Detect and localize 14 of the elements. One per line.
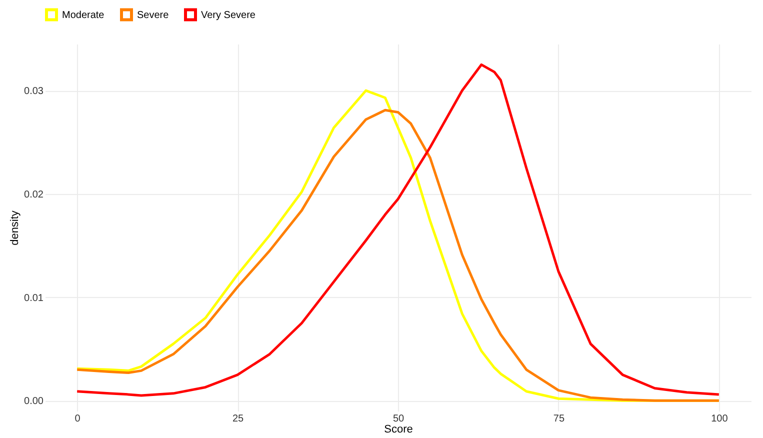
y-tick-label: 0.00 — [24, 396, 44, 408]
x-tick-label: 50 — [392, 414, 404, 424]
legend-label: Very Severe — [201, 10, 256, 21]
x-axis-title: Score — [384, 424, 413, 436]
x-tick-label: 100 — [711, 414, 728, 424]
y-axis-title: density — [9, 210, 22, 246]
y-tick-label: 0.03 — [24, 86, 44, 98]
x-tick-label: 0 — [74, 414, 81, 424]
y-tick-label: 0.01 — [24, 292, 44, 304]
x-tick-label: 25 — [232, 414, 244, 424]
legend-label: Severe — [137, 10, 170, 21]
x-tick-label: 75 — [553, 414, 565, 424]
legend-label: Moderate — [62, 10, 105, 21]
y-tick-label: 0.02 — [24, 189, 44, 200]
